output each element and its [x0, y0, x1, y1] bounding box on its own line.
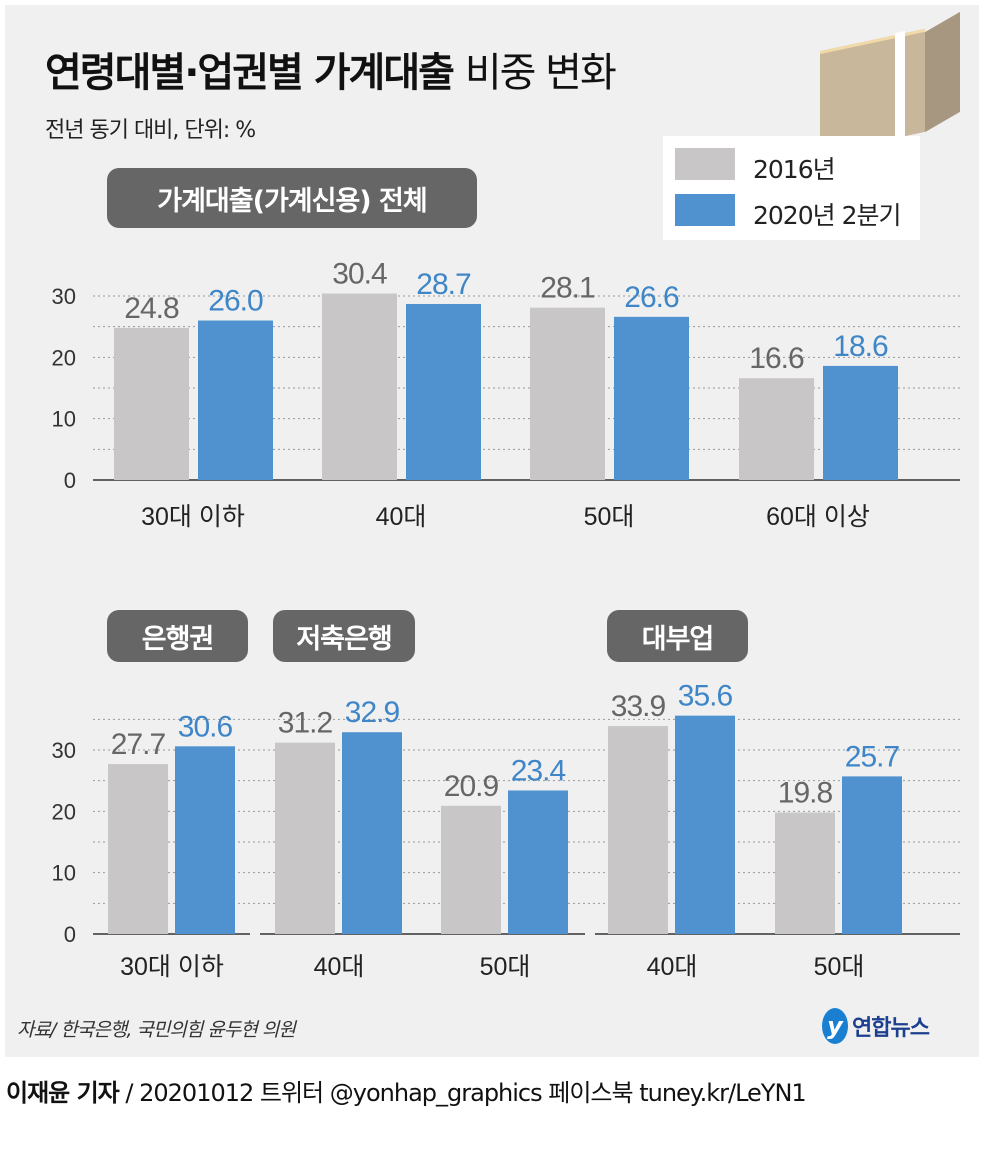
top-category-label: 60대 이상 — [766, 503, 870, 531]
top-2016-data-label: 28.1 — [540, 272, 595, 305]
top-2016-bar — [739, 378, 814, 480]
top-2016-bar — [530, 307, 605, 480]
bottom-2016-bar — [608, 726, 668, 934]
top-2016-data-label: 30.4 — [332, 258, 387, 291]
bottom-2020-bar — [508, 790, 568, 934]
logo-text: 연합뉴스 — [852, 1016, 930, 1041]
top-y-tick-label: 0 — [64, 468, 76, 493]
legend-label-2020: 2020년 2분기 — [753, 201, 901, 230]
top-2020-data-label: 26.0 — [208, 285, 263, 318]
bottom-2020-bar — [842, 776, 902, 934]
bottom-category-label: 30대 이하 — [120, 953, 224, 981]
yonhap-logo: y 연합뉴스 — [822, 1008, 930, 1044]
bottom-2020-data-label: 30.6 — [178, 710, 233, 743]
bottom-2020-data-label: 25.7 — [845, 740, 900, 773]
top-2020-data-label: 26.6 — [624, 281, 679, 314]
bottom-2020-bar — [675, 715, 735, 934]
bottom-2016-data-label: 31.2 — [278, 707, 333, 740]
bottom-2020-bar — [175, 746, 235, 934]
top-2020-bar — [406, 303, 481, 480]
top-category-label: 40대 — [376, 503, 427, 531]
bottom-2020-bar — [342, 732, 402, 934]
bottom-2016-data-label: 19.8 — [778, 777, 833, 810]
footer-credit: 이재윤 기자 / 20201012 트위터 @yonhap_graphics 페… — [6, 1073, 807, 1108]
title-light: 비중 변화 — [464, 50, 617, 96]
bottom-2016-data-label: 20.9 — [444, 770, 499, 803]
bottom-2016-bar — [441, 805, 501, 934]
chart-title: 연령대별·업권별 가계대출 비중 변화 — [45, 40, 617, 98]
top-category-label: 30대 이하 — [141, 503, 245, 531]
author: 이재윤 기자 — [6, 1079, 120, 1107]
legend-swatch-2020 — [675, 194, 735, 226]
bottom-2016-bar — [775, 812, 835, 934]
bottom-y-tick-label: 20 — [52, 799, 76, 824]
bottom-2020-data-label: 35.6 — [678, 680, 733, 713]
top-category-label: 50대 — [584, 503, 635, 531]
source-note: 자료/ 한국은행, 국민의힘 윤두현 의원 — [17, 1019, 296, 1041]
top-2016-bar — [322, 293, 397, 480]
top-2020-data-label: 18.6 — [833, 330, 888, 363]
top-y-tick-label: 10 — [52, 407, 76, 432]
bottom-category-label: 40대 — [314, 953, 365, 981]
top-2020-data-label: 28.7 — [416, 268, 471, 301]
top-2020-bar — [823, 365, 898, 480]
top-2016-bar — [114, 327, 189, 480]
top-y-tick-label: 20 — [52, 345, 76, 370]
top-2016-data-label: 24.8 — [124, 292, 179, 325]
yonhap-logo-icon: y — [822, 1008, 848, 1044]
bottom-category-label: 50대 — [814, 953, 865, 981]
bottom-2016-bar — [108, 764, 168, 934]
legend-swatch-2016 — [675, 148, 735, 180]
section-label-bank: 은행권 — [107, 610, 248, 662]
bottom-2016-data-label: 33.9 — [611, 690, 666, 723]
section-label-savings-bank: 저축은행 — [273, 610, 415, 662]
legend-label-2016: 2016년 — [753, 155, 836, 184]
top-2020-bar — [198, 320, 273, 480]
top-2016-data-label: 16.6 — [749, 342, 804, 375]
bottom-2020-data-label: 32.9 — [345, 696, 400, 729]
title-bold: 연령대별·업권별 가계대출 — [45, 50, 455, 96]
section-label-loan-company: 대부업 — [607, 610, 748, 662]
bottom-y-tick-label: 30 — [52, 738, 76, 763]
section-label-total: 가계대출(가계신용) 전체 — [107, 168, 477, 228]
chart-subtitle: 전년 동기 대비, 단위: % — [45, 118, 256, 143]
legend: 2016년 2020년 2분기 — [663, 136, 920, 240]
bottom-y-tick-label: 10 — [52, 861, 76, 886]
bottom-2016-bar — [275, 742, 335, 934]
credit-details: / 20201012 트위터 @yonhap_graphics 페이스북 tun… — [118, 1079, 806, 1107]
bottom-y-tick-label: 0 — [64, 922, 76, 947]
bottom-2016-data-label: 27.7 — [111, 728, 166, 761]
bottom-2020-data-label: 23.4 — [511, 754, 566, 787]
bottom-category-label: 40대 — [647, 953, 698, 981]
top-2020-bar — [614, 316, 689, 480]
top-y-tick-label: 30 — [52, 284, 76, 309]
bottom-category-label: 50대 — [480, 953, 531, 981]
